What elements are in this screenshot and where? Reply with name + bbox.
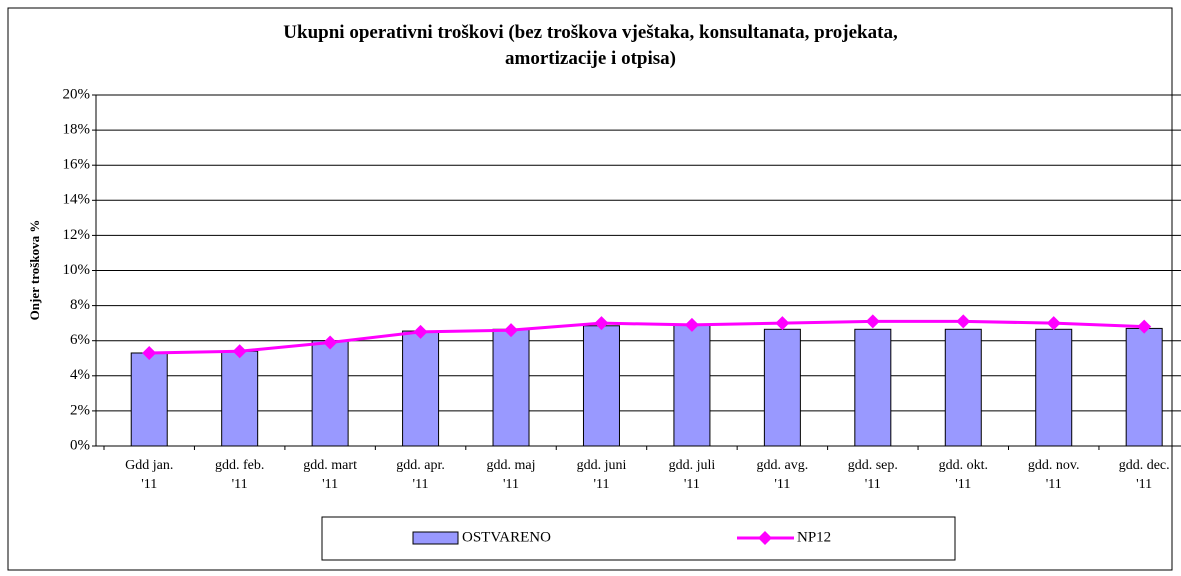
marker [504,323,519,338]
marker [323,335,338,350]
marker [865,314,880,329]
bar [221,350,259,447]
x-tick-label: gdd. juli '11 [668,458,716,492]
x-tick-label: gdd. okt. '11 [938,458,988,492]
y-tick-label: 10% [63,262,91,278]
legend-label: NP12 [797,529,831,545]
y-tick-label: 8% [70,297,90,313]
bar [402,330,440,447]
y-tick-label: 0% [70,437,90,453]
legend-label: OSTVARENO [462,529,551,545]
y-tick-label: 18% [63,122,91,138]
y-tick-label: 16% [63,157,91,173]
marker [413,324,428,339]
y-tick-label: 14% [63,192,91,208]
x-tick-label: Gdd jan. '11 [125,458,174,492]
y-tick-label: 2% [70,402,90,418]
marker [1046,316,1061,331]
x-tick-label: gdd. mart '11 [303,458,357,492]
chart-title: Ukupni operativni troškovi (bez troškova… [283,22,898,69]
bar [311,340,349,447]
bar [854,328,892,447]
x-tick-label: gdd. nov. '11 [1027,458,1080,492]
legend-marker [758,531,772,545]
x-tick-label: gdd. apr. '11 [396,458,445,492]
marker [956,314,971,329]
marker [775,316,790,331]
y-tick-label: 20% [63,86,91,102]
marker [232,344,247,359]
bar [944,328,982,447]
frame [7,7,1173,571]
bar [582,325,620,447]
line [149,319,1145,355]
y-tick-label: 12% [63,227,91,243]
x-tick-label: gdd. avg. '11 [756,458,809,492]
bar [1035,328,1073,447]
bar [1125,327,1163,447]
legend-swatch [412,531,459,545]
marker [684,317,699,332]
marker [1137,319,1152,334]
x-tick-label: gdd. dec. '11 [1118,458,1170,492]
bar [492,328,530,447]
marker [594,316,609,331]
x-tick-label: gdd. sep. '11 [847,458,898,492]
y-tick-label: 6% [70,332,90,348]
bar [763,328,801,447]
marker [142,345,157,360]
x-tick-label: gdd. juni '11 [576,458,627,492]
bar [673,324,711,447]
y-axis-label: Onjer troškova % [27,220,42,321]
x-tick-label: gdd. maj '11 [486,458,536,492]
y-tick-label: 4% [70,367,90,383]
x-tick-label: gdd. feb. '11 [214,458,265,492]
bar [130,352,168,447]
